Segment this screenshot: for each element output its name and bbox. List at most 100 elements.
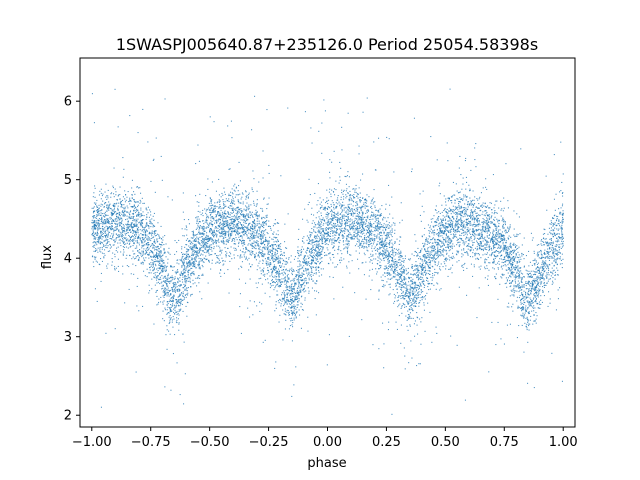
data-point	[457, 224, 459, 226]
data-point	[474, 255, 476, 257]
data-point	[172, 303, 174, 305]
data-point	[190, 294, 192, 296]
data-point	[109, 247, 111, 249]
data-point	[246, 202, 248, 204]
data-point	[254, 220, 256, 222]
data-point	[460, 219, 462, 221]
data-point	[486, 253, 488, 255]
data-point	[383, 246, 385, 248]
data-point	[464, 251, 466, 253]
data-point	[335, 189, 337, 191]
data-point	[274, 219, 276, 221]
data-point	[437, 233, 439, 235]
data-point	[324, 252, 326, 254]
data-point	[227, 234, 229, 236]
data-point	[155, 260, 157, 262]
data-point	[423, 283, 425, 285]
data-point	[431, 247, 433, 249]
data-point	[528, 325, 530, 327]
data-point	[268, 256, 270, 258]
data-point	[218, 215, 220, 217]
data-point	[536, 289, 538, 291]
data-point	[272, 248, 274, 250]
chart-title: 1SWASPJ005640.87+235126.0 Period 25054.5…	[116, 35, 538, 54]
data-point	[137, 201, 139, 203]
data-point	[254, 237, 256, 239]
data-point	[193, 243, 195, 245]
data-point	[300, 306, 302, 308]
data-point	[487, 218, 489, 220]
data-point	[434, 264, 436, 266]
data-point	[169, 311, 171, 313]
data-point	[193, 247, 195, 249]
data-point	[290, 300, 292, 302]
data-point	[234, 249, 236, 251]
data-point	[130, 227, 132, 229]
data-point	[270, 249, 272, 251]
data-point	[292, 269, 294, 271]
data-point	[206, 250, 208, 252]
data-point	[221, 217, 223, 219]
data-point	[358, 268, 360, 270]
data-point	[129, 200, 131, 202]
data-point	[316, 251, 318, 253]
data-point	[161, 270, 163, 272]
data-point	[123, 228, 125, 230]
data-point	[326, 222, 328, 224]
data-point	[424, 260, 426, 262]
data-point	[456, 254, 458, 256]
data-point	[333, 215, 335, 217]
data-point	[181, 259, 183, 261]
data-point	[348, 203, 350, 205]
data-point	[538, 288, 540, 290]
data-point	[241, 241, 243, 243]
data-point	[153, 276, 155, 278]
data-point	[387, 217, 389, 219]
data-point	[114, 222, 116, 224]
data-point	[255, 241, 257, 243]
data-point	[154, 261, 156, 263]
data-point	[197, 255, 199, 257]
data-point	[261, 234, 263, 236]
data-point	[246, 196, 248, 198]
data-point	[372, 344, 374, 346]
data-point	[349, 194, 351, 196]
data-point	[471, 212, 473, 214]
data-point	[298, 228, 300, 230]
data-point	[113, 205, 115, 207]
data-point	[343, 248, 345, 250]
data-point	[403, 276, 405, 278]
data-point	[510, 242, 512, 244]
data-point	[408, 302, 410, 304]
data-point	[237, 218, 239, 220]
data-point	[425, 239, 427, 241]
data-point	[449, 243, 451, 245]
data-point	[420, 321, 422, 323]
data-point	[103, 230, 105, 232]
data-point	[342, 190, 344, 192]
data-point	[192, 245, 194, 247]
data-point	[347, 192, 349, 194]
data-point	[170, 309, 172, 311]
data-point	[309, 231, 311, 233]
data-point	[481, 213, 483, 215]
data-point	[164, 235, 166, 237]
data-point	[396, 328, 398, 330]
data-point	[275, 249, 277, 251]
data-point	[510, 264, 512, 266]
data-point	[234, 238, 236, 240]
data-point	[347, 246, 349, 248]
data-point	[546, 250, 548, 252]
data-point	[201, 212, 203, 214]
data-point	[486, 223, 488, 225]
data-point	[436, 224, 438, 226]
data-point	[282, 297, 284, 299]
data-point	[371, 245, 373, 247]
data-point	[132, 227, 134, 229]
data-point	[528, 273, 530, 275]
data-point	[92, 232, 94, 234]
data-point	[479, 210, 481, 212]
data-point	[243, 234, 245, 236]
data-point	[354, 219, 356, 221]
data-point	[398, 272, 400, 274]
